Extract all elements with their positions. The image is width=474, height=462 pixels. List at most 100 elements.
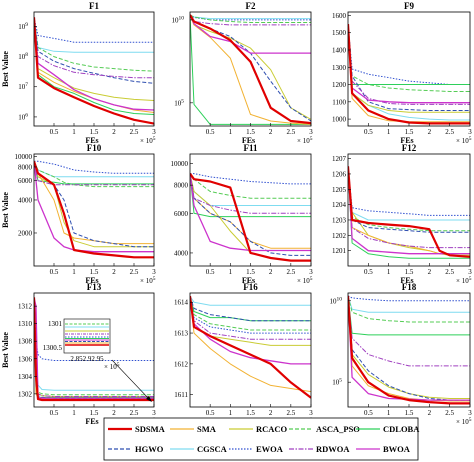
x-tick-label: 1 — [229, 409, 233, 417]
y-tick-exponent: 8 — [25, 52, 28, 58]
plot-frame — [33, 153, 155, 267]
x-tick-label: 2.5 — [445, 128, 454, 136]
series-line-asca_pso — [190, 173, 311, 199]
x-tick-label: 2.5 — [130, 128, 139, 136]
series-line-bwoa — [348, 24, 470, 104]
series-line-ewoa — [190, 173, 311, 185]
panel-title: F16 — [243, 282, 258, 292]
x-tick-label: 2 — [112, 268, 116, 276]
x-tick-label: 0.5 — [206, 409, 215, 417]
series-line-hgwo — [190, 14, 311, 122]
y-tick-label: 10000 — [171, 160, 189, 168]
inset-frame — [63, 318, 111, 354]
y-tick-label: 1302 — [18, 390, 33, 398]
series-line-sma — [34, 161, 154, 245]
y-tick-label: 1612 — [174, 360, 189, 368]
inset-arrow-head — [146, 396, 152, 402]
series-line-rdwoa — [348, 24, 470, 105]
inset-y-tick: 1301 — [48, 320, 63, 328]
x-tick-label: 1.5 — [405, 128, 414, 136]
x-tick-label: 2 — [428, 128, 432, 136]
series-line-ewoa — [34, 160, 154, 174]
series-group — [34, 160, 154, 259]
x-tick-label: 0.5 — [50, 128, 59, 136]
legend: SDSMA SMA RCACO ASCA_PSO CDLOBA HGWO CGSCA EWOA… — [103, 417, 420, 461]
y-axis-label: Best Value — [1, 51, 10, 87]
series-line-rcaco — [190, 14, 311, 120]
series-line-hgwo — [34, 17, 154, 84]
panel-f1: F1 0.5 1 1.5 2 2.5 3 FEs × 105 109 108 107 106 Best V… — [1, 1, 156, 145]
x-tick-label: 1 — [72, 409, 76, 417]
y-tick-label: 1100 — [332, 98, 346, 106]
x-tick-label: 0.5 — [364, 409, 373, 417]
x-tick-label: 3 — [152, 409, 156, 417]
x-tick-label: 0.5 — [364, 128, 373, 136]
series-line-bwoa — [34, 297, 154, 399]
x-tick-label: 1.5 — [246, 128, 255, 136]
x-tick-label: 3 — [152, 268, 156, 276]
series-line-sdsma — [34, 160, 154, 259]
series-line-rcaco — [348, 295, 470, 399]
x-exponent-power: 5 — [310, 276, 313, 282]
series-line-cdloba — [34, 17, 154, 115]
x-tick-label: 2 — [112, 409, 116, 417]
series-group — [34, 17, 154, 125]
series-line-asca_pso — [34, 17, 154, 72]
series-line-bwoa — [190, 14, 311, 54]
x-tick-label: 3 — [152, 128, 156, 136]
y-tick-label: 105 — [332, 378, 342, 387]
series-line-asca_pso — [348, 166, 470, 232]
legend-label-rcaco: RCACO — [256, 424, 288, 434]
x-exponent-power: 5 — [153, 136, 156, 142]
y-tick-label: 2000 — [18, 229, 33, 237]
series-line-ewoa — [348, 166, 470, 216]
x-exponent: × 105 — [456, 136, 472, 145]
y-tick-label: 108 — [18, 52, 28, 61]
y-tick-label: 1300 — [332, 64, 347, 72]
legend-label-sdsma: SDSMA — [135, 424, 166, 434]
series-line-cgsca — [348, 24, 470, 121]
x-axis-label: FEs — [242, 276, 255, 285]
x-tick-label: 3 — [309, 409, 313, 417]
series-line-bwoa — [190, 296, 311, 365]
series-line-sma — [348, 295, 470, 402]
y-tick-label: 1205 — [332, 186, 347, 194]
panel-title: F9 — [404, 1, 414, 11]
x-tick-label: 0.5 — [364, 268, 373, 276]
series-line-bwoa — [34, 17, 154, 111]
legend-label-sma: SMA — [197, 424, 217, 434]
x-tick-label: 2 — [269, 268, 273, 276]
x-tick-label: 2.5 — [286, 128, 295, 136]
series-line-sdsma — [348, 295, 470, 405]
x-tick-label: 1 — [72, 268, 76, 276]
series-line-cdloba — [348, 166, 470, 259]
series-group — [348, 24, 470, 125]
x-tick-label: 2 — [428, 409, 432, 417]
x-tick-label: 1 — [229, 268, 233, 276]
x-tick-label: 2.5 — [130, 268, 139, 276]
x-tick-label: 2.5 — [286, 268, 295, 276]
x-axis-label: FEs — [85, 136, 98, 145]
legend-label-asca_pso: ASCA_PSO — [316, 424, 360, 434]
x-exponent: × 105 — [140, 136, 156, 145]
panel-title: F18 — [402, 282, 417, 292]
series-line-asca_pso — [190, 295, 311, 331]
x-exponent-power: 5 — [469, 417, 472, 423]
y-tick-label: 1500 — [332, 29, 347, 37]
y-tick-label: 1600 — [332, 12, 347, 20]
series-line-cgsca — [190, 14, 311, 20]
series-line-sdsma — [348, 24, 470, 125]
x-exponent: × 105 — [297, 136, 313, 145]
y-tick-label: 1203 — [332, 216, 347, 224]
legend-label-cgsca: CGSCA — [197, 444, 228, 454]
legend-label-hgwo: HGWO — [135, 444, 164, 454]
legend-label-rdwoa: RDWOA — [316, 444, 350, 454]
y-tick-exponent: 9 — [25, 22, 28, 28]
series-line-asca_pso — [34, 161, 154, 188]
panel-title: F10 — [87, 143, 102, 153]
legend-label-ewoa: EWOA — [256, 444, 284, 454]
panel-f11: F11 0.5 1 1.5 2 2.5 3 FEs × 105 10000 8000 6000 4000 — [171, 143, 314, 285]
